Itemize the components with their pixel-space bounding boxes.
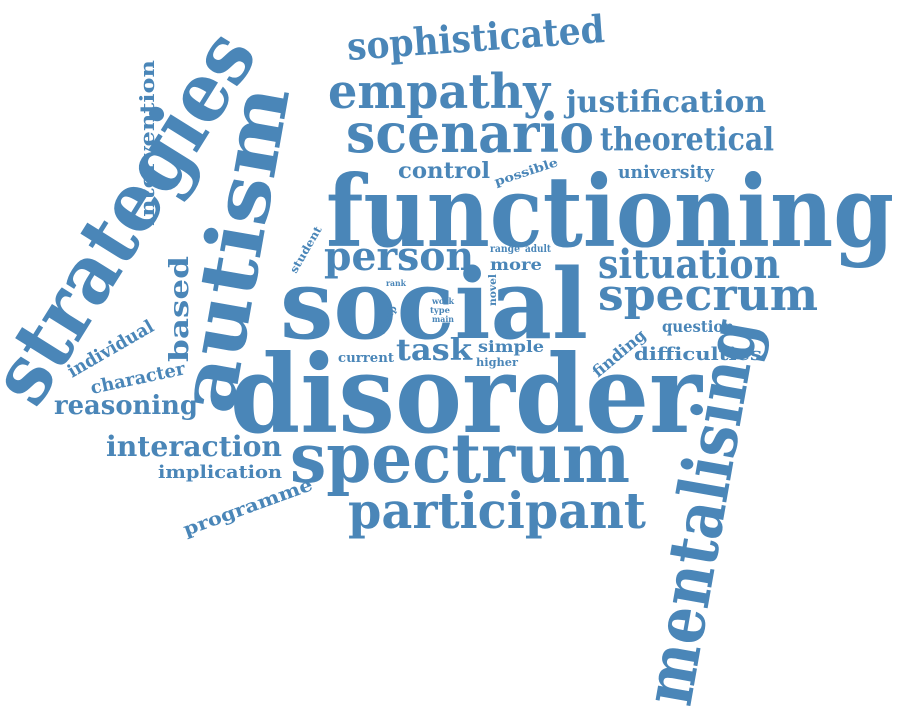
word-social: social (280, 248, 588, 361)
word-sophisticated: sophisticated (345, 6, 606, 69)
word-main: main (432, 314, 454, 324)
word-control: control (398, 158, 490, 184)
word-type: type (430, 305, 450, 315)
word-participant: participant (348, 481, 646, 540)
word-based: based (165, 256, 195, 362)
word-novel: novel (488, 274, 499, 306)
word-scenario: scenario (346, 101, 594, 165)
word-question: question (662, 317, 734, 336)
word-simple: simple (478, 337, 544, 356)
word-functioning: functioning (326, 155, 894, 270)
word-group: functioning disorder social spectrum par… (0, 6, 894, 711)
word-situation: situation (598, 241, 780, 288)
word-implication: implication (158, 462, 282, 483)
word-reasoning: reasoning (54, 391, 198, 421)
word-higher: higher (476, 356, 518, 369)
word-university: university (618, 162, 715, 183)
word-interaction: interaction (106, 430, 282, 463)
word-disorder: disorder (230, 332, 704, 458)
word-justification: justification (563, 85, 766, 120)
word-programme: programme (181, 474, 316, 540)
word-theoretical: theoretical (600, 120, 774, 158)
word-current: current (338, 351, 394, 366)
word-difficulties: difficulties (634, 344, 762, 365)
word-more: more (490, 255, 542, 274)
word-rank: rank (386, 278, 406, 288)
word-work: work (431, 296, 454, 306)
word-empathy: empathy (328, 64, 552, 120)
word-task: task (396, 333, 473, 368)
word-specrum: specrum (598, 270, 818, 321)
word-intervention: intervention (135, 59, 159, 226)
word-spectrum: spectrum (290, 419, 630, 499)
word-range: range (490, 244, 520, 255)
word-person: person (324, 233, 474, 280)
word-adult: adult (525, 244, 551, 255)
